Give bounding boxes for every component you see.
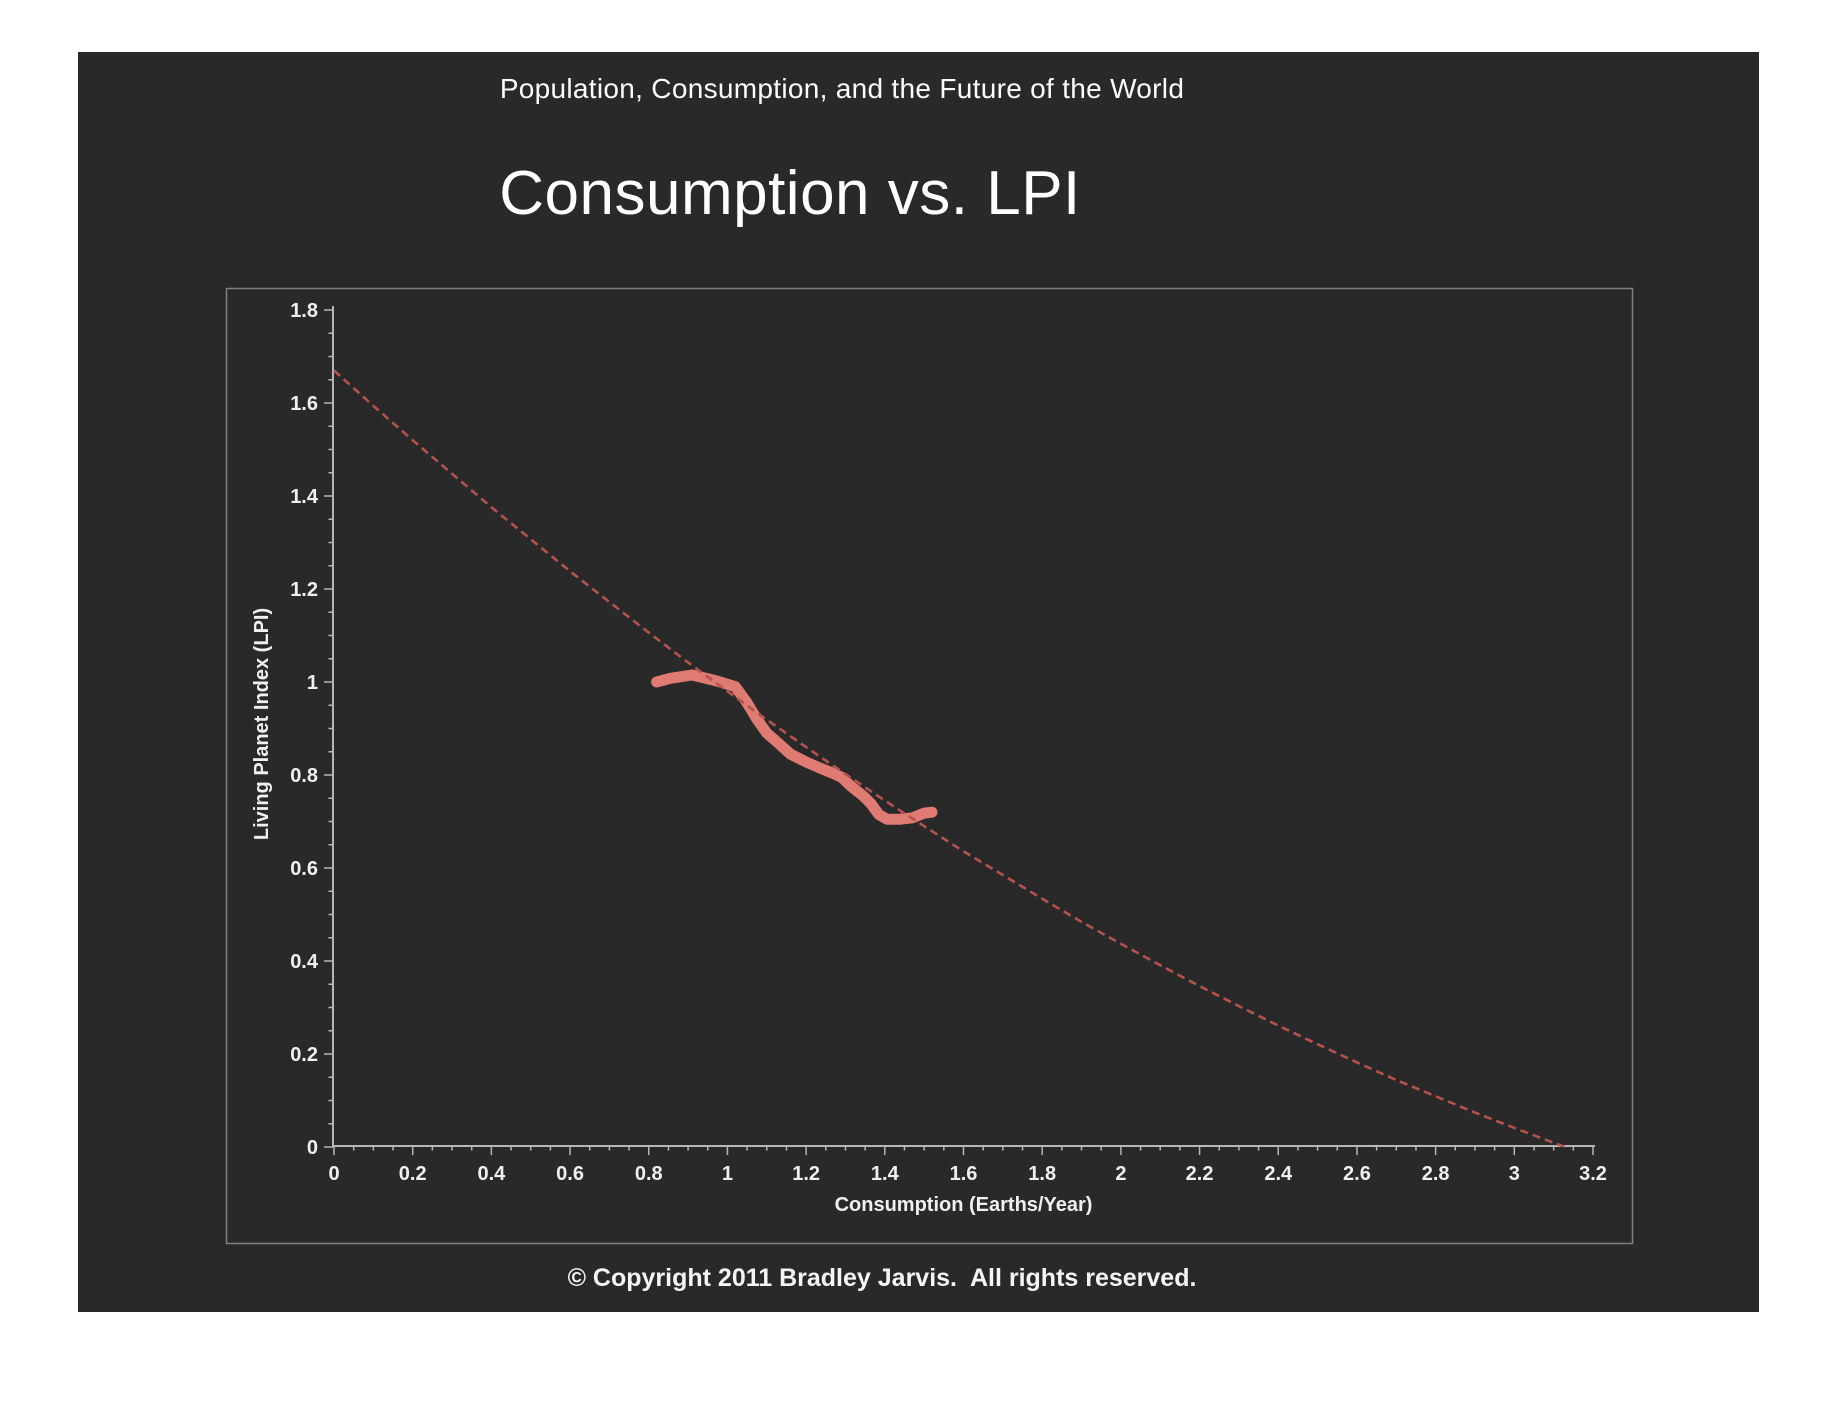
- y-tick-label: 0.2: [290, 1044, 318, 1066]
- x-tick-label: 3: [1509, 1163, 1520, 1185]
- x-tick-label: 2.4: [1264, 1163, 1293, 1185]
- plot-frame: [225, 287, 1634, 1245]
- y-tick-label: 0.4: [290, 951, 319, 973]
- slide: Population, Consumption, and the Future …: [78, 52, 1759, 1312]
- footer-copyright: © Copyright 2011 Bradley Jarvis. All rig…: [567, 1264, 1197, 1292]
- y-tick-label: 1.4: [290, 486, 319, 508]
- y-tick-label: 1.6: [290, 393, 318, 415]
- x-tick-label: 1.2: [792, 1163, 820, 1185]
- x-axis-title: Consumption (Earths/Year): [835, 1194, 1093, 1216]
- y-tick-label: 1: [307, 672, 318, 694]
- x-tick-label: 0.6: [556, 1163, 584, 1185]
- slide-title: Consumption vs. LPI: [499, 159, 1081, 228]
- x-tick-label: 2: [1115, 1163, 1126, 1185]
- y-tick-label: 0.8: [290, 765, 318, 787]
- y-tick-label: 1.2: [290, 579, 318, 601]
- chart-canvas: 0 0.2 0.4 0.6 0.8 1 1.2 1.4 1.6 1.8 2 2.2 2.4 2.6 2.8 3…: [225, 287, 1634, 1245]
- x-tick-label: 2.8: [1422, 1163, 1450, 1185]
- x-tick-label: 0.8: [635, 1163, 663, 1185]
- slide-header: Population, Consumption, and the Future …: [499, 73, 1185, 104]
- x-tick-label: 0: [328, 1163, 339, 1185]
- y-tick-label: 0: [307, 1137, 318, 1159]
- x-tick-label: 2.2: [1186, 1163, 1214, 1185]
- y-axis-title: Living Planet Index (LPI): [251, 608, 273, 840]
- x-tick-label: 2.6: [1343, 1163, 1371, 1185]
- x-tick-label: 0.2: [399, 1163, 427, 1185]
- x-tick-label: 0.4: [477, 1163, 506, 1185]
- x-tick-label: 1: [722, 1163, 733, 1185]
- x-tick-label: 3.2: [1579, 1163, 1607, 1185]
- y-tick-label: 0.6: [290, 858, 318, 880]
- trend-curve: [333, 369, 1566, 1149]
- observed-data-line: [651, 669, 938, 825]
- x-tick-label: 1.8: [1028, 1163, 1056, 1185]
- x-tick-label: 1.6: [950, 1163, 978, 1185]
- x-tick-label: 1.4: [871, 1163, 900, 1185]
- y-tick-label: 1.8: [290, 300, 318, 322]
